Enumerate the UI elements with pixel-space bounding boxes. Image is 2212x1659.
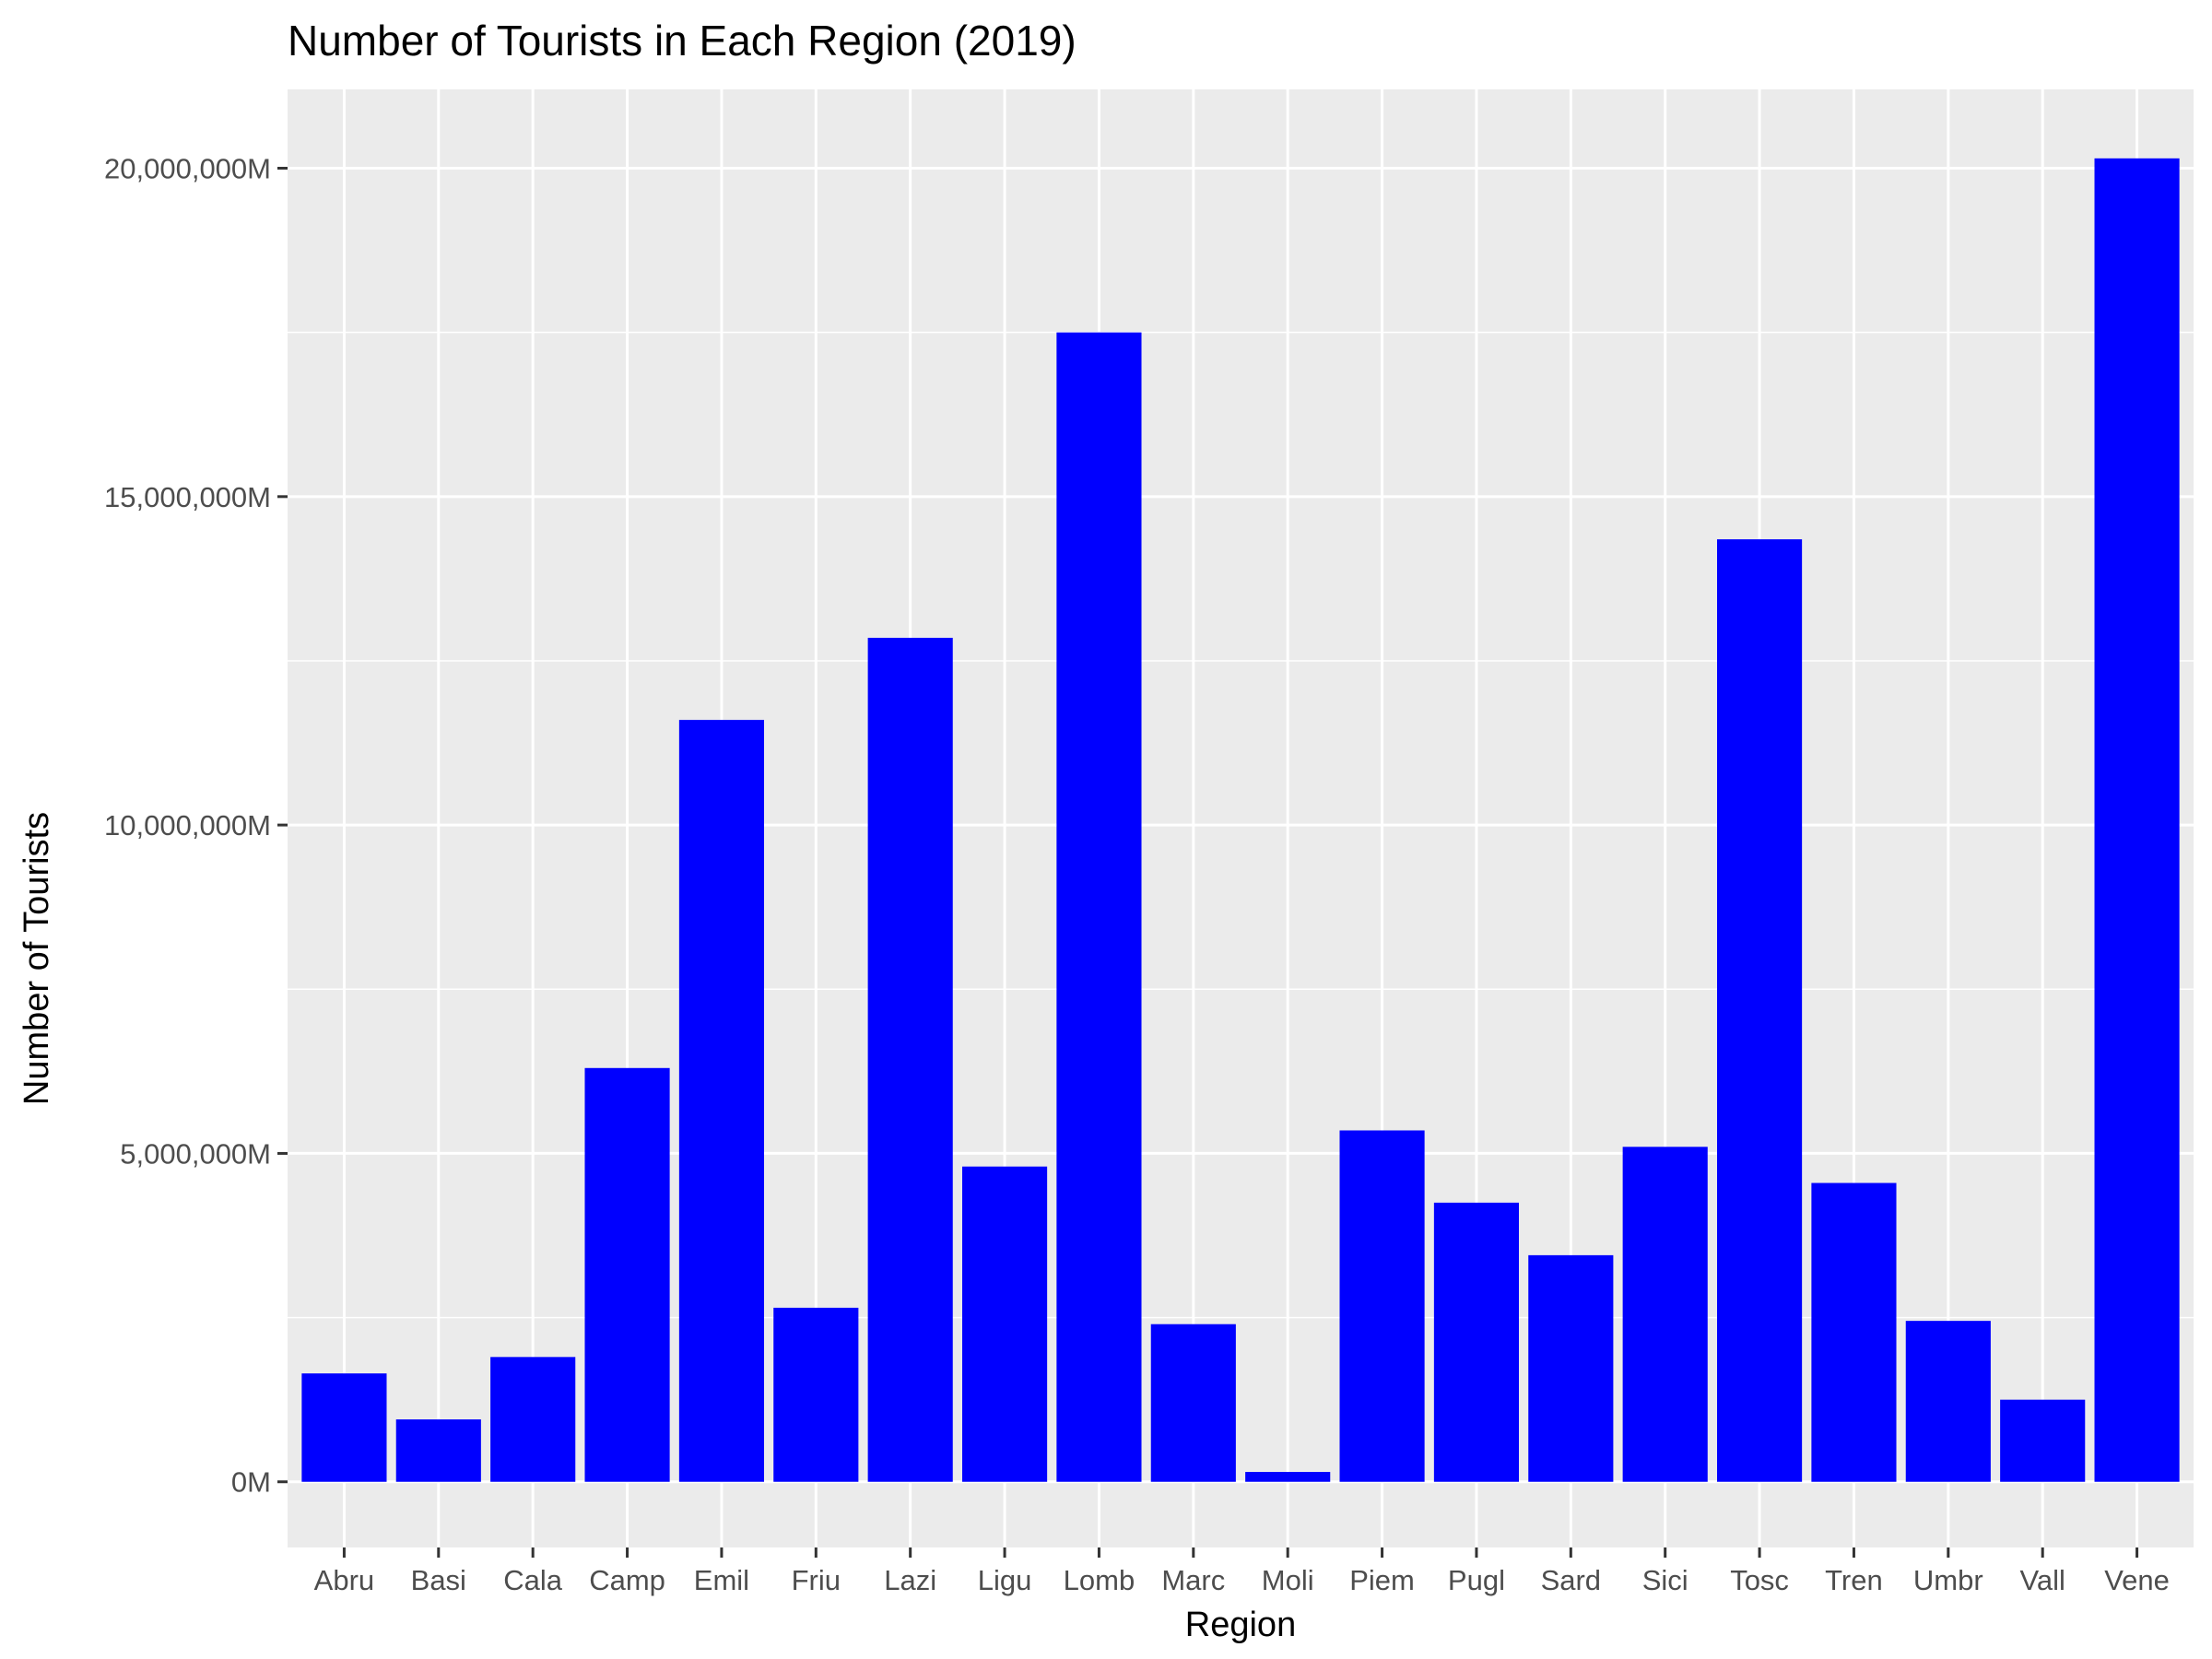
bar-friu [773,1307,859,1482]
bar-abru [301,1373,387,1482]
bar-marc [1150,1324,1236,1482]
x-axis-title: Region [1185,1606,1296,1644]
x-tick-label: Piem [1349,1564,1415,1596]
bar-umbr [1905,1321,1991,1482]
chart-title: Number of Tourists in Each Region (2019) [288,17,1077,65]
x-tick-label: Tren [1825,1564,1883,1596]
x-tick-label: Emil [694,1564,749,1596]
x-tick-label: Marc [1161,1564,1225,1596]
bar-vall [2000,1399,2086,1482]
bar-ligu [961,1166,1048,1482]
bar-emil [678,720,764,1482]
bar-piem [1339,1130,1425,1482]
bar-moli [1245,1472,1331,1482]
bar-cala [490,1357,576,1482]
x-tick-label: Abru [314,1564,374,1596]
y-tick-label: 10,000,000M [104,809,271,841]
x-tick-label: Basi [411,1564,466,1596]
x-tick-label: Tosc [1730,1564,1789,1596]
x-tick-label: Lomb [1064,1564,1135,1596]
x-tick-label: Moli [1262,1564,1314,1596]
bars [301,158,2180,1482]
x-axis: Abru Basi Cala Camp Emil Friu Lazi Ligu Lomb Marc… [314,1547,2170,1596]
x-tick-label: Friu [792,1564,841,1596]
bar-pugl [1433,1202,1520,1482]
bar-lazi [867,638,953,1482]
y-axis-title: Number of Tourists [18,812,56,1105]
x-tick-label: Ligu [978,1564,1032,1596]
bar-basi [395,1419,481,1482]
bar-vene [2094,158,2180,1482]
x-tick-label: Pugl [1448,1564,1505,1596]
x-tick-label: Sici [1642,1564,1688,1596]
x-tick-label: Camp [589,1564,665,1596]
y-tick-label: 5,000,000M [120,1137,271,1170]
x-tick-label: Lazi [884,1564,936,1596]
x-tick-label: Vall [2019,1564,2065,1596]
y-tick-label: 15,000,000M [104,481,271,513]
bar-tosc [1717,539,1803,1482]
y-tick-label: 20,000,000M [104,153,271,185]
x-tick-label: Vene [2104,1564,2170,1596]
x-tick-label: Sard [1541,1564,1601,1596]
x-tick-label: Umbr [1913,1564,1983,1596]
bar-camp [584,1067,670,1482]
bar-lomb [1056,332,1142,1482]
bar-tren [1811,1182,1897,1482]
x-tick-label: Cala [503,1564,563,1596]
bar-sard [1528,1254,1614,1482]
y-tick-label: 0M [231,1466,271,1499]
bar-sici [1622,1147,1708,1482]
y-axis: 0M 5,000,000M 10,000,000M 15,000,000M 20,000… [104,153,288,1499]
